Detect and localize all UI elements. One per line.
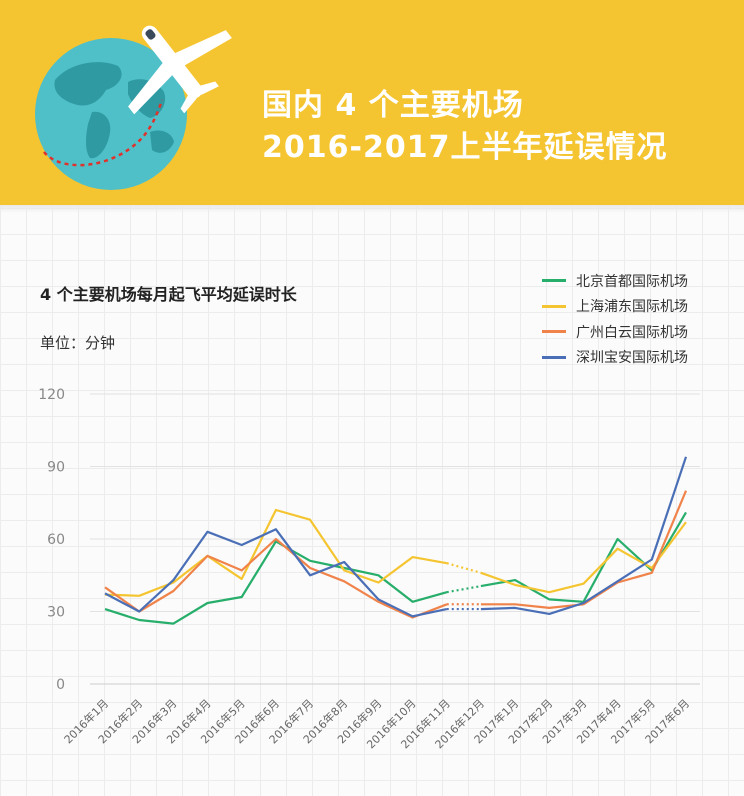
line-chart: 0 30 60 90 120 2016年1月2016年2月2016年3月2016年4月2… bbox=[38, 387, 700, 751]
unit-label: 单位：分钟 bbox=[40, 334, 116, 352]
series-gap-segment bbox=[446, 585, 482, 594]
chart-series bbox=[104, 456, 688, 625]
y-tick-label: 0 bbox=[56, 677, 65, 693]
legend-swatch bbox=[542, 304, 566, 308]
series-line bbox=[104, 490, 688, 619]
legend-item: 深圳宝安国际机场 bbox=[542, 345, 688, 371]
chart-title: 4 个主要机场每月起飞平均延误时长 bbox=[40, 285, 297, 304]
legend-label: 北京首都国际机场 bbox=[576, 273, 688, 290]
legend-swatch bbox=[542, 330, 566, 334]
series-line bbox=[104, 456, 688, 618]
legend-label: 广州白云国际机场 bbox=[576, 324, 688, 341]
series-line bbox=[104, 508, 687, 597]
legend-label: 深圳宝安国际机场 bbox=[576, 350, 688, 367]
continent-shape bbox=[86, 111, 111, 159]
chart-gridlines bbox=[90, 393, 700, 685]
legend-label: 上海浦东国际机场 bbox=[576, 299, 688, 316]
continent-shape bbox=[54, 62, 122, 106]
header-divider bbox=[0, 205, 744, 213]
header-banner: 国内 4 个主要机场 2016-2017上半年延误情况 bbox=[0, 0, 744, 205]
y-axis-ticks: 0 30 60 90 120 bbox=[38, 387, 65, 693]
legend-item: 上海浦东国际机场 bbox=[542, 294, 688, 320]
chart-legend: 北京首都国际机场 上海浦东国际机场 广州白云国际机场 深圳宝安国际机场 bbox=[542, 268, 688, 370]
legend-item: 北京首都国际机场 bbox=[542, 268, 688, 294]
globe-airplane-illustration bbox=[35, 25, 232, 190]
flight-path-icon bbox=[43, 99, 164, 167]
series-gap-segment bbox=[446, 562, 482, 574]
legend-swatch bbox=[542, 355, 566, 359]
legend-item: 广州白云国际机场 bbox=[542, 319, 688, 345]
airplane-icon bbox=[128, 25, 232, 115]
y-tick-label: 30 bbox=[47, 605, 65, 621]
legend-swatch bbox=[542, 279, 566, 283]
page-title-line2: 2016-2017上半年延误情况 bbox=[262, 130, 668, 165]
y-tick-label: 60 bbox=[47, 532, 65, 548]
y-tick-label: 90 bbox=[47, 460, 65, 476]
x-axis-ticks: 2016年1月2016年2月2016年3月2016年4月2016年5月2016年… bbox=[61, 696, 692, 751]
continent-shape bbox=[150, 130, 174, 153]
y-tick-label: 120 bbox=[38, 387, 65, 403]
page-title-line1: 国内 4 个主要机场 bbox=[262, 88, 524, 123]
